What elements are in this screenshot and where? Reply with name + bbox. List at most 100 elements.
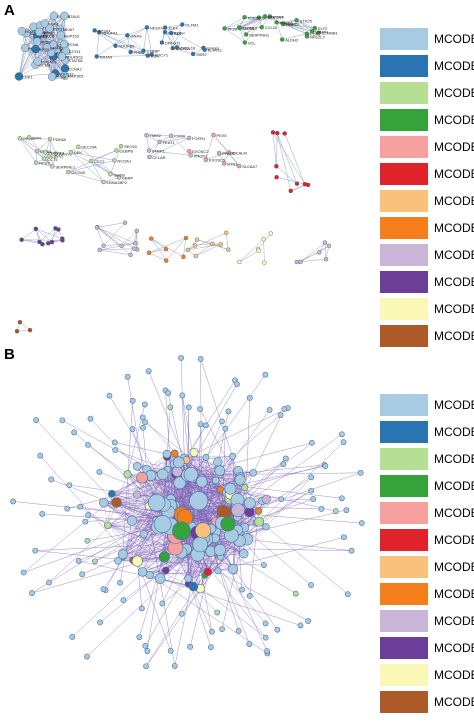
edge (282, 33, 307, 40)
edge (145, 527, 245, 667)
panel-label-a: A (4, 2, 15, 19)
edge (86, 540, 210, 657)
node (144, 133, 149, 138)
legend-swatch (380, 664, 428, 686)
edge (148, 150, 191, 156)
node (181, 254, 186, 260)
network-diagram-a: CDK1BUB1BRRM2MCM4PBKNCBINMKI67NUSAP1KIF2… (14, 11, 339, 334)
edge (151, 238, 167, 261)
node (219, 418, 225, 425)
edge (296, 20, 315, 29)
node (249, 468, 258, 477)
node-label: E2F3 (53, 26, 63, 31)
edge (80, 506, 189, 579)
legend-label: MCODE7 (434, 560, 474, 574)
edge (195, 243, 213, 257)
node (92, 28, 97, 33)
node (214, 544, 226, 556)
edge (132, 560, 194, 587)
edge (148, 141, 160, 151)
node-label: SLC6A7 (242, 164, 258, 169)
node (197, 356, 204, 362)
node (222, 26, 227, 31)
legend-label: MCODE6 (434, 167, 474, 181)
node (20, 43, 30, 53)
node (129, 426, 136, 432)
node (294, 18, 299, 23)
node-label: NUP153 (64, 33, 80, 38)
legend-swatch (380, 394, 428, 416)
node (197, 421, 204, 428)
node-label: VCL (248, 41, 257, 46)
legend-item-a-9: MCODE9 (380, 244, 474, 266)
node (264, 648, 270, 654)
edge (164, 24, 183, 33)
node-label: STRBP (147, 49, 161, 54)
node (101, 243, 106, 248)
node (274, 20, 279, 25)
node (229, 452, 237, 460)
node (178, 355, 184, 361)
edge (49, 138, 53, 167)
edge (239, 250, 259, 263)
node (231, 503, 245, 518)
node (32, 547, 39, 554)
node (259, 25, 264, 30)
node (292, 590, 299, 597)
node (33, 160, 39, 165)
node (188, 581, 199, 592)
node (294, 181, 300, 186)
node (165, 390, 172, 396)
edge (99, 249, 131, 256)
edge (143, 27, 148, 51)
nodes-b (10, 355, 365, 670)
node (46, 579, 52, 586)
node (309, 29, 315, 34)
node-label: STAU1 (67, 14, 80, 19)
edge (146, 27, 153, 55)
edge (96, 55, 148, 57)
node (163, 246, 169, 252)
edge (253, 408, 285, 473)
edge (245, 16, 266, 35)
node (147, 493, 166, 512)
node (242, 15, 247, 20)
node (20, 569, 27, 576)
node (222, 425, 229, 432)
node-label: PROX1 (194, 153, 208, 158)
edge (296, 20, 319, 33)
node (297, 622, 304, 629)
node (173, 456, 185, 469)
node (46, 154, 51, 159)
legend-item-b-2: MCODE2 (380, 421, 474, 443)
edge (257, 233, 271, 250)
node (26, 135, 32, 140)
node (185, 404, 192, 411)
node (153, 515, 172, 533)
node (235, 628, 242, 634)
edge (146, 135, 150, 151)
node-label: GHEB (113, 172, 125, 177)
node (308, 487, 315, 494)
edge (165, 24, 183, 28)
node (124, 373, 131, 380)
node (338, 495, 345, 502)
node-label: ELOVL6 (242, 25, 258, 30)
legend-label: MCODE5 (434, 506, 474, 520)
edge (98, 32, 148, 56)
node (221, 161, 227, 166)
legend-swatch (380, 325, 428, 347)
node (132, 246, 137, 251)
node (60, 11, 69, 21)
edge (159, 137, 190, 143)
node-label: PHB1 (134, 50, 145, 55)
node-label: PGM5 (286, 22, 298, 27)
edge (148, 252, 167, 261)
edge (283, 23, 313, 32)
node-label: PRKD1 (280, 20, 294, 25)
edge (170, 32, 178, 48)
edge (247, 539, 352, 551)
legend-label: MCODE1 (434, 32, 474, 46)
node (76, 144, 81, 149)
edge (226, 232, 229, 250)
